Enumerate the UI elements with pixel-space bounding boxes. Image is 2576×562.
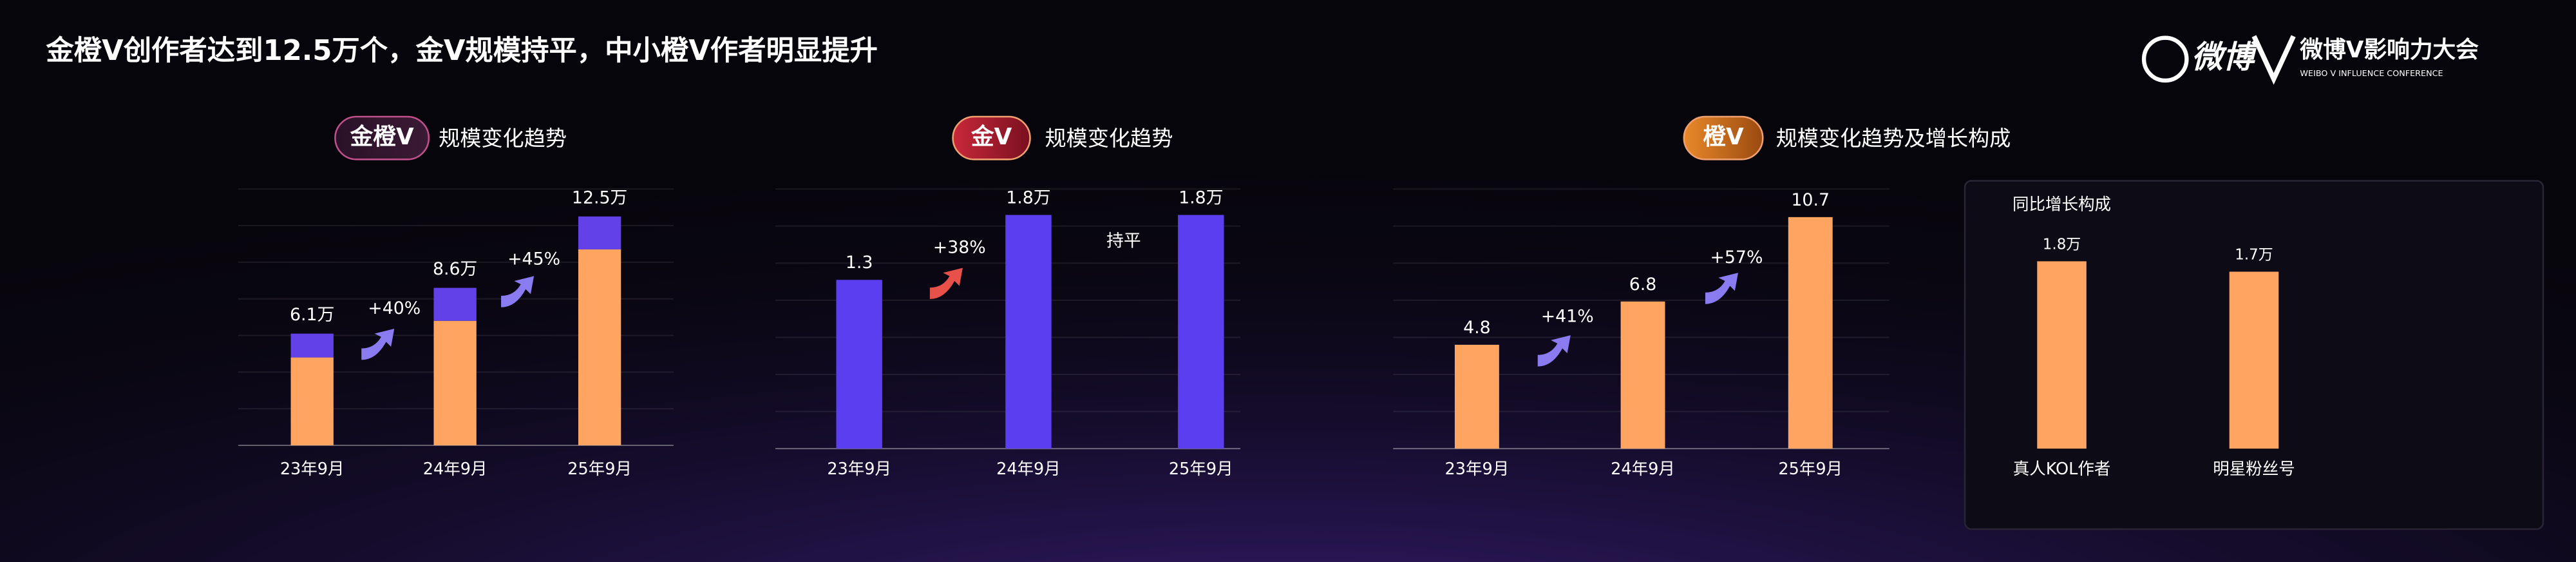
value-label: 1.3 — [846, 253, 873, 273]
x-tick-label: 真人KOL作者 — [2013, 460, 2111, 479]
value-label: 4.8 — [1463, 318, 1491, 338]
value-label: 1.7万 — [2235, 247, 2273, 264]
logo-conference: 微博V影响力大会 — [2299, 37, 2479, 63]
x-tick-label: 23年9月 — [1445, 460, 1510, 479]
weibo-icon — [2141, 35, 2189, 83]
growth-annotation: +45% — [507, 249, 560, 269]
bar — [1454, 344, 1499, 449]
x-tick-label: 明星粉丝号 — [2213, 460, 2295, 479]
growth-arrow — [361, 328, 395, 360]
value-label: 1.8万 — [1006, 188, 1050, 208]
growth-arrow — [1705, 273, 1738, 304]
total-label: 8.6万 — [433, 259, 477, 279]
logo-weibo: 微博 — [2192, 39, 2259, 75]
badge-label: 金橙V — [350, 124, 414, 150]
x-tick-label: 25年9月 — [1169, 460, 1233, 479]
growth-arrow — [929, 267, 963, 300]
growth-annotation: +38% — [933, 238, 986, 258]
growth-annotation: 持平 — [1106, 231, 1141, 251]
bar-segment — [290, 357, 334, 445]
bar — [1788, 217, 1833, 449]
badge-label: 橙V — [1703, 124, 1744, 150]
x-tick-label: 23年9月 — [827, 460, 891, 479]
total-label: 6.1万 — [290, 305, 334, 325]
badge-label: 金V — [971, 124, 1012, 150]
chart-title: 规模变化趋势 — [1045, 126, 1173, 151]
total-label: 12.5万 — [572, 188, 627, 208]
growth-annotation: +41% — [1541, 307, 1594, 327]
chart-title: 规模变化趋势及增长构成 — [1776, 126, 2011, 151]
growth-arrow — [501, 276, 535, 307]
bar-segment — [433, 320, 477, 445]
x-tick-label: 24年9月 — [996, 460, 1061, 479]
v-icon — [2251, 35, 2296, 85]
x-tick-label: 25年9月 — [1778, 460, 1842, 479]
chart-title: 规模变化趋势 — [439, 126, 567, 151]
x-tick-label: 23年9月 — [280, 460, 345, 479]
value-label: 1.8万 — [2043, 236, 2081, 253]
x-tick-label: 24年9月 — [423, 460, 488, 479]
bar — [1005, 215, 1052, 449]
bar — [1178, 215, 1224, 449]
bar-segment — [433, 287, 477, 321]
x-tick-label: 24年9月 — [1611, 460, 1675, 479]
chart-title: 同比增长构成 — [2012, 195, 2111, 215]
bar-segment — [578, 249, 621, 445]
slide-title: 金橙V创作者达到12.5万个，金V规模持平，中小橙V作者明显提升 — [46, 35, 878, 67]
bar-segment — [290, 333, 334, 358]
value-label: 10.7 — [1791, 190, 1830, 210]
bar — [1620, 301, 1665, 449]
value-label: 6.8 — [1629, 275, 1657, 295]
bar — [2037, 261, 2087, 449]
value-label: 1.8万 — [1179, 188, 1223, 208]
badge — [334, 115, 430, 160]
growth-arrow — [1537, 335, 1571, 367]
bar — [2229, 271, 2279, 449]
logo-conference-en: WEIBO V INFLUENCE CONFERENCE — [2300, 69, 2443, 79]
badge — [1683, 115, 1764, 160]
growth-annotation: +57% — [1710, 247, 1763, 267]
x-tick-label: 25年9月 — [567, 460, 632, 479]
bar — [836, 280, 882, 449]
bar-segment — [578, 216, 621, 249]
badge — [952, 115, 1031, 160]
growth-annotation: +40% — [368, 298, 421, 318]
